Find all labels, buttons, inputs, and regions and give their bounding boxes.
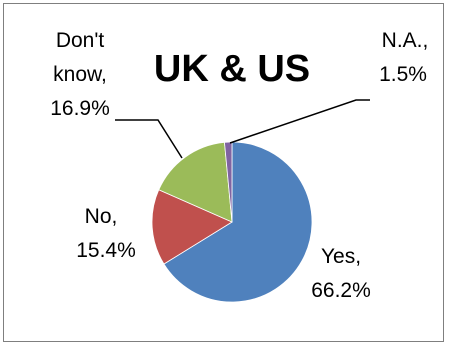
pie-slice-don-t-know: [158, 141, 233, 223]
data-label-no-value: 15.4%: [76, 239, 136, 262]
data-label-na-value: 1.5%: [379, 63, 427, 86]
pie-slice-no: [151, 189, 233, 265]
data-label-na-line1: N.A.,: [382, 29, 429, 52]
data-label-no-line1: No,: [85, 205, 118, 228]
leader-line-na: [229, 99, 370, 144]
data-label-yes-value: 66.2%: [311, 279, 371, 302]
data-label-dont-know-line2: know,: [53, 63, 107, 86]
data-label-dont-know-value: 16.9%: [50, 97, 110, 120]
leader-line-dont-know: [115, 119, 183, 159]
data-label-dont-know-line1: Don't: [56, 29, 105, 52]
data-label-yes-line1: Yes,: [321, 245, 361, 268]
pie-slice-yes: [163, 141, 313, 303]
pie-slices: [151, 141, 313, 303]
chart-title: UK & US: [154, 48, 310, 90]
